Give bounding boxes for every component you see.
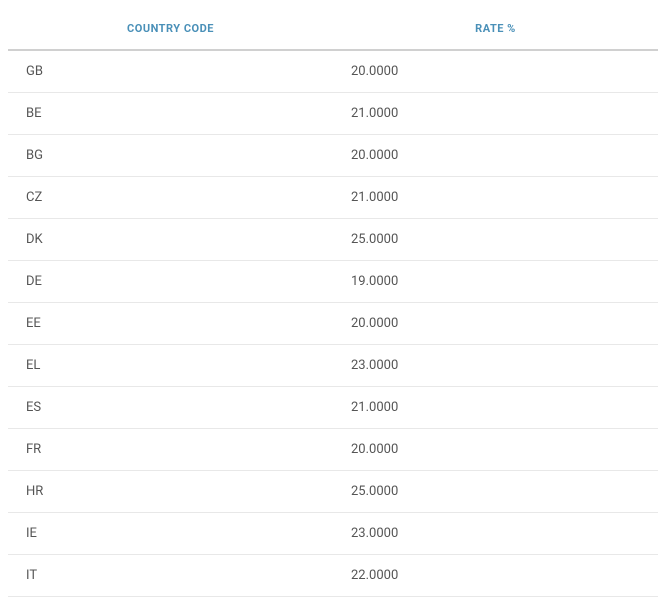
rate-cell: 20.0000 — [333, 429, 658, 471]
table-row: IT 22.0000 — [8, 555, 658, 597]
table-row: FR 20.0000 — [8, 429, 658, 471]
table-row: BE 21.0000 — [8, 93, 658, 135]
country-code-cell: ES — [8, 387, 333, 429]
rate-cell: 23.0000 — [333, 345, 658, 387]
country-code-cell: BG — [8, 135, 333, 177]
rate-cell: 21.0000 — [333, 177, 658, 219]
country-code-cell: EE — [8, 303, 333, 345]
country-code-cell: CZ — [8, 177, 333, 219]
table-header: COUNTRY CODE RATE % — [8, 8, 658, 50]
rate-cell: 21.0000 — [333, 93, 658, 135]
rate-cell: 21.0000 — [333, 387, 658, 429]
country-code-cell: IE — [8, 513, 333, 555]
table-row: ES 21.0000 — [8, 387, 658, 429]
column-header-rate: RATE % — [333, 8, 658, 50]
rates-table-container: COUNTRY CODE RATE % GB 20.0000 BE 21.000… — [8, 8, 658, 597]
rate-cell: 20.0000 — [333, 303, 658, 345]
rate-cell: 23.0000 — [333, 513, 658, 555]
table-header-row: COUNTRY CODE RATE % — [8, 8, 658, 50]
column-header-country-code: COUNTRY CODE — [8, 8, 333, 50]
table-row: EL 23.0000 — [8, 345, 658, 387]
rate-cell: 19.0000 — [333, 261, 658, 303]
country-code-cell: DK — [8, 219, 333, 261]
country-code-cell: GB — [8, 50, 333, 93]
rate-cell: 25.0000 — [333, 219, 658, 261]
table-row: DE 19.0000 — [8, 261, 658, 303]
rate-cell: 25.0000 — [333, 471, 658, 513]
country-code-cell: EL — [8, 345, 333, 387]
table-row: EE 20.0000 — [8, 303, 658, 345]
table-row: DK 25.0000 — [8, 219, 658, 261]
table-row: IE 23.0000 — [8, 513, 658, 555]
rates-table: COUNTRY CODE RATE % GB 20.0000 BE 21.000… — [8, 8, 658, 597]
table-row: CZ 21.0000 — [8, 177, 658, 219]
rate-cell: 22.0000 — [333, 555, 658, 597]
table-row: HR 25.0000 — [8, 471, 658, 513]
table-body: GB 20.0000 BE 21.0000 BG 20.0000 CZ 21.0… — [8, 50, 658, 597]
country-code-cell: FR — [8, 429, 333, 471]
country-code-cell: HR — [8, 471, 333, 513]
rate-cell: 20.0000 — [333, 135, 658, 177]
country-code-cell: IT — [8, 555, 333, 597]
country-code-cell: BE — [8, 93, 333, 135]
table-row: GB 20.0000 — [8, 50, 658, 93]
rate-cell: 20.0000 — [333, 50, 658, 93]
table-row: BG 20.0000 — [8, 135, 658, 177]
country-code-cell: DE — [8, 261, 333, 303]
